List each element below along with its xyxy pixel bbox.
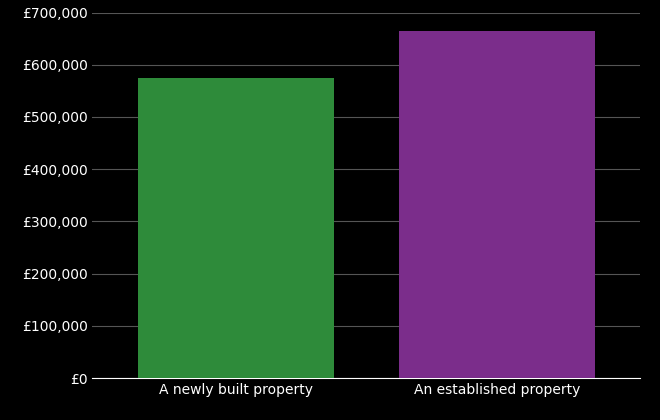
Bar	[399, 31, 595, 378]
Bar	[138, 78, 334, 378]
